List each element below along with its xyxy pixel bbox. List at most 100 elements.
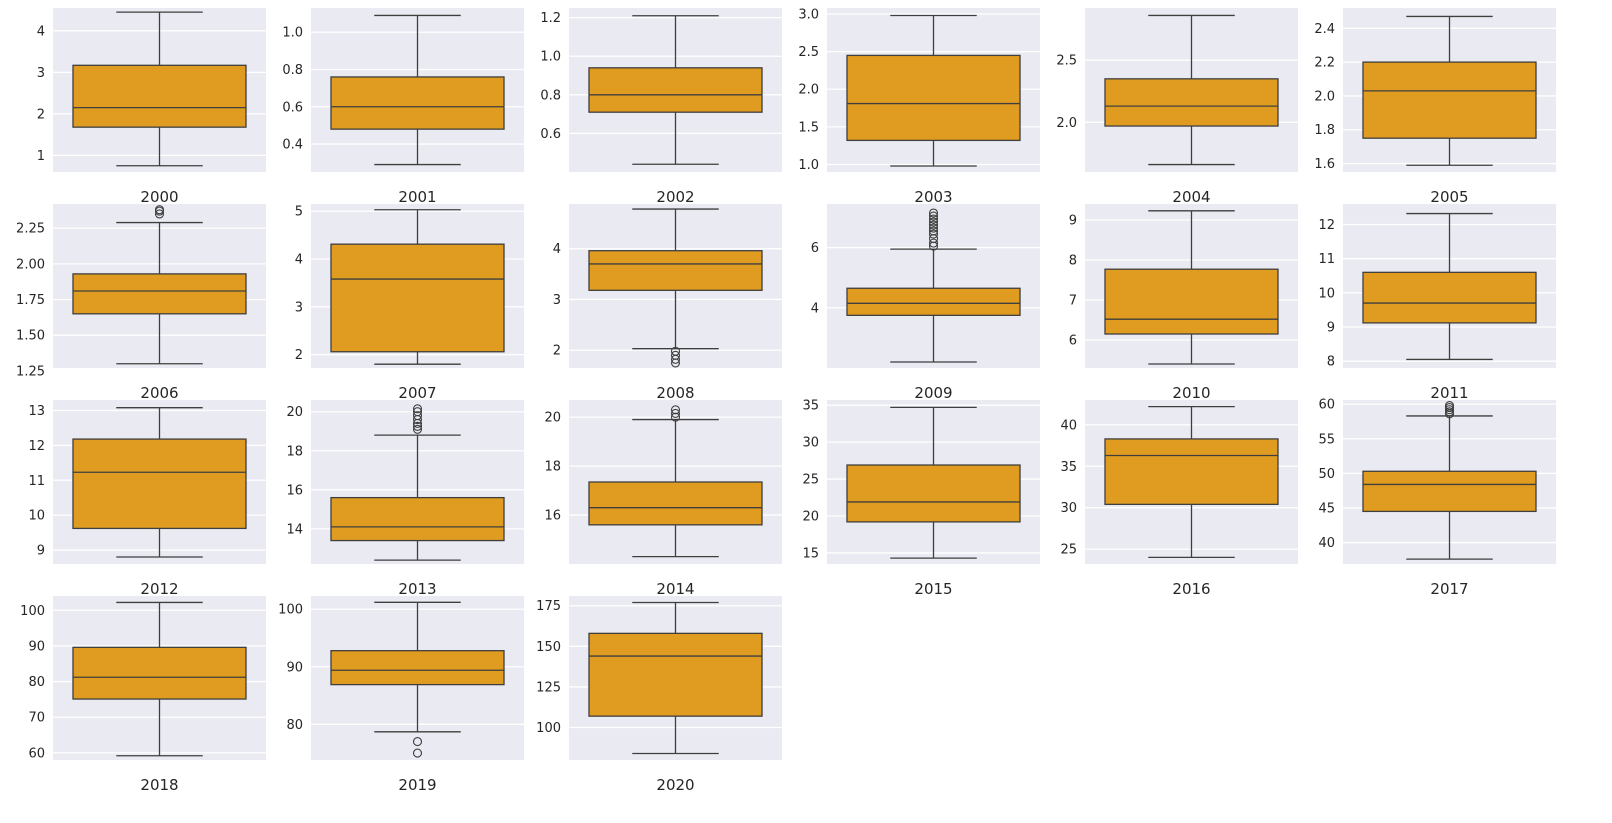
y-tick-label: 2.5 <box>1056 54 1077 69</box>
y-tick-label: 4 <box>37 24 45 39</box>
outlier-point <box>412 424 423 434</box>
y-tick-label: 5 <box>295 205 303 220</box>
y-tick-label: 1.75 <box>16 293 45 308</box>
outlier-point <box>412 407 423 417</box>
y-tick-label: 2.5 <box>798 45 819 60</box>
x-category-label: 2007 <box>398 384 436 402</box>
boxplot-panel-2001: 0.4 0.6 0.8 1.0 2001 <box>261 8 524 212</box>
y-tick-label: 4 <box>295 252 303 267</box>
y-tick-label: 30 <box>802 436 819 451</box>
x-category-label: 2012 <box>140 580 178 598</box>
y-tick-label: 0.8 <box>540 88 561 103</box>
x-category-label: 2000 <box>140 188 178 206</box>
outlier-point <box>928 226 939 236</box>
outlier-point <box>670 405 681 415</box>
iqr-box <box>330 76 505 130</box>
outlier-point <box>412 421 423 431</box>
boxplot-svg-2010: 6 7 8 9 2010 <box>1069 204 1298 402</box>
boxplot-svg-2014: 16 18 20 2014 <box>544 400 782 598</box>
outlier-point <box>670 346 681 356</box>
y-tick-label: 90 <box>286 660 303 675</box>
y-tick-label: 2.25 <box>16 222 45 237</box>
boxplot-svg-2005: 1.6 1.8 2.0 2.2 2.4 2005 <box>1314 8 1556 206</box>
y-tick-label: 20 <box>544 411 561 426</box>
y-tick-label: 11 <box>1318 252 1335 267</box>
outlier-point <box>670 408 681 419</box>
x-category-label: 2010 <box>1172 384 1210 402</box>
y-tick-label: 0.4 <box>282 138 303 153</box>
boxplot-panel-2009: 4 6 2009 <box>777 204 1040 408</box>
boxplot-panel-2018: 60 70 80 90 100 2018 <box>3 596 266 800</box>
boxplot-panel-2019: 80 90 100 2019 <box>261 596 524 800</box>
boxplot-panel-2016: 25 30 35 40 2016 <box>1035 400 1298 604</box>
iqr-box <box>1104 268 1279 335</box>
boxplot-svg-2016: 25 30 35 40 2016 <box>1060 400 1298 598</box>
boxplot-svg-2020: 100 125 150 175 2020 <box>536 596 782 794</box>
iqr-box <box>846 287 1021 316</box>
boxplot-svg-2018: 60 70 80 90 100 2018 <box>20 596 266 794</box>
iqr-box <box>1104 78 1279 127</box>
x-category-label: 2001 <box>398 188 436 206</box>
boxplot-panel-2004: 2.0 2.5 2004 <box>1035 8 1298 212</box>
boxplot-svg-2001: 0.4 0.6 0.8 1.0 2001 <box>282 8 524 206</box>
y-tick-label: 9 <box>1069 214 1077 229</box>
y-tick-label: 80 <box>286 718 303 733</box>
iqr-box <box>588 632 763 717</box>
y-tick-label: 90 <box>28 639 45 654</box>
x-category-label: 2018 <box>140 776 178 794</box>
iqr-box <box>846 54 1021 142</box>
boxplot-panel-2006: 1.25 1.50 1.75 2.00 2.25 2006 <box>3 204 266 408</box>
y-tick-label: 15 <box>802 546 819 561</box>
y-tick-label: 1.5 <box>798 120 819 135</box>
outlier-point <box>928 220 939 230</box>
y-tick-label: 2.4 <box>1314 22 1335 37</box>
boxplot-panel-2005: 1.6 1.8 2.0 2.2 2.4 2005 <box>1293 8 1556 212</box>
boxplot-svg-2004: 2.0 2.5 2004 <box>1056 8 1298 206</box>
x-category-label: 2013 <box>398 580 436 598</box>
boxplot-svg-2019: 80 90 100 2019 <box>278 596 524 794</box>
y-tick-label: 9 <box>1327 321 1335 336</box>
y-tick-label: 2.0 <box>1314 89 1335 104</box>
outlier-point <box>154 205 165 215</box>
outlier-point <box>928 217 939 227</box>
y-tick-label: 13 <box>28 404 45 419</box>
y-tick-label: 45 <box>1318 501 1335 516</box>
outlier-point <box>670 350 681 360</box>
y-tick-label: 1.2 <box>540 11 561 26</box>
y-tick-label: 20 <box>802 509 819 524</box>
y-tick-label: 1.50 <box>16 329 45 344</box>
iqr-box <box>72 64 247 128</box>
y-tick-label: 1 <box>37 149 45 164</box>
boxplot-svg-2011: 8 9 10 11 12 2011 <box>1318 204 1556 402</box>
x-category-label: 2006 <box>140 384 178 402</box>
outlier-point <box>928 211 939 221</box>
boxplot-panel-2003: 1.0 1.5 2.0 2.5 3.0 2003 <box>777 8 1040 212</box>
boxplot-svg-2013: 14 16 18 20 2013 <box>286 400 524 598</box>
boxplot-svg-2003: 1.0 1.5 2.0 2.5 3.0 2003 <box>798 8 1040 206</box>
y-tick-label: 8 <box>1327 355 1335 370</box>
y-tick-label: 125 <box>536 680 561 695</box>
y-tick-label: 175 <box>536 599 561 614</box>
outlier-point <box>412 748 423 758</box>
y-tick-label: 35 <box>802 399 819 414</box>
y-tick-label: 1.0 <box>798 158 819 173</box>
y-tick-label: 3 <box>295 300 303 315</box>
iqr-box <box>588 481 763 526</box>
y-tick-label: 3.0 <box>798 8 819 23</box>
boxplot-svg-2002: 0.6 0.8 1.0 1.2 2002 <box>540 8 782 206</box>
y-tick-label: 2.00 <box>16 257 45 272</box>
y-tick-label: 40 <box>1060 418 1077 433</box>
x-category-label: 2002 <box>656 188 694 206</box>
x-category-label: 2011 <box>1430 384 1468 402</box>
y-tick-label: 7 <box>1069 294 1077 309</box>
boxplot-svg-2017: 40 45 50 55 60 2017 <box>1318 398 1556 598</box>
outlier-point <box>928 223 939 233</box>
y-tick-label: 2 <box>37 107 45 122</box>
y-tick-label: 2.0 <box>1056 116 1077 131</box>
iqr-box <box>330 650 505 686</box>
y-tick-label: 2.0 <box>798 83 819 98</box>
x-category-label: 2020 <box>656 776 694 794</box>
y-tick-label: 3 <box>37 66 45 81</box>
x-category-label: 2017 <box>1430 580 1468 598</box>
y-tick-label: 150 <box>536 640 561 655</box>
